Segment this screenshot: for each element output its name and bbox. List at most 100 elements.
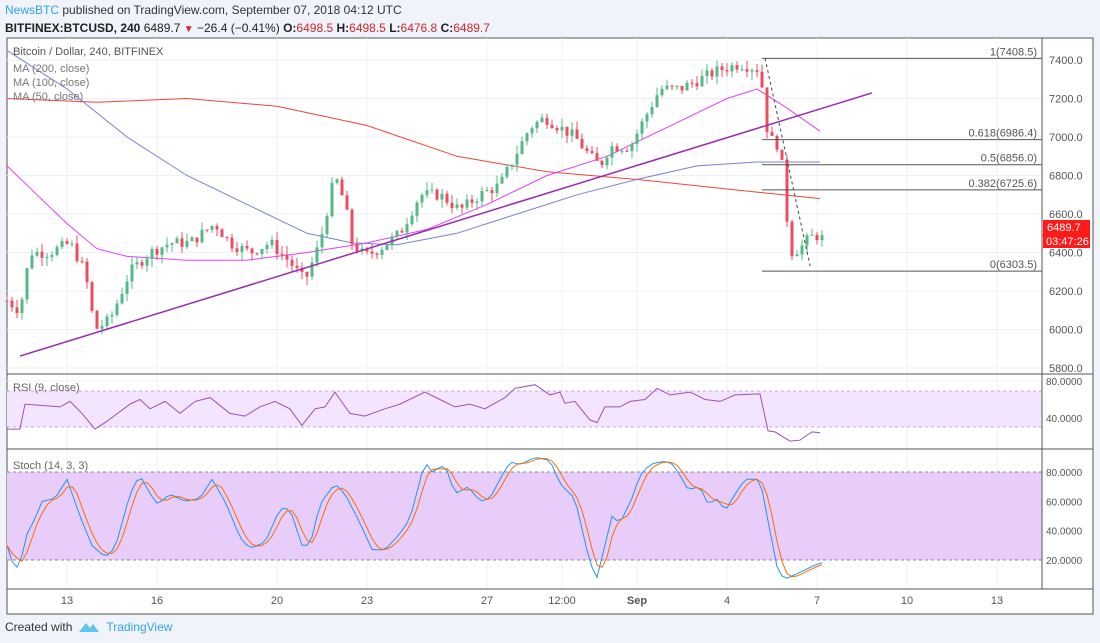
candle-body xyxy=(760,71,764,88)
legend-stoch[interactable]: Stoch (14, 3, 3) xyxy=(13,460,88,472)
down-arrow-icon: ▼ xyxy=(183,24,194,35)
trendline xyxy=(19,92,873,357)
candle-body xyxy=(400,230,404,233)
rsi-band xyxy=(7,391,1042,427)
candle-body xyxy=(590,151,594,154)
candle-body xyxy=(180,238,184,247)
candle-body xyxy=(560,126,564,131)
countdown-tag xyxy=(1043,234,1090,248)
candle-body xyxy=(640,121,644,134)
candle-body xyxy=(270,240,274,246)
legend-ma100[interactable]: MA (100, close) xyxy=(13,77,89,89)
candle-body xyxy=(25,268,29,300)
time-tick-label: 4 xyxy=(724,595,730,607)
candle-body xyxy=(160,247,164,255)
candle-body xyxy=(410,215,414,225)
candle-body xyxy=(655,95,659,107)
candle-body xyxy=(55,247,59,256)
candle-body xyxy=(605,157,609,166)
fib-level-label: 0.618(6986.4) xyxy=(969,128,1038,140)
close-label: C: xyxy=(440,21,454,35)
candle-body xyxy=(45,256,49,258)
candle-body xyxy=(420,194,424,203)
candle-body xyxy=(165,244,169,248)
candle-body xyxy=(215,226,219,230)
candle-body xyxy=(795,254,799,257)
tradingview-logo-icon xyxy=(79,623,100,632)
stoch-d-line xyxy=(6,457,823,578)
symbol-info: BITFINEX:BTCUSD, 240 6489.7 ▼ −26.4 (−0.… xyxy=(5,21,490,35)
low-label: L: xyxy=(389,21,401,35)
candle-body xyxy=(10,300,14,308)
legend-ma50[interactable]: MA (50, close) xyxy=(13,91,83,103)
candle-body xyxy=(810,234,814,236)
candle-body xyxy=(50,255,54,257)
stoch-tick-label: 20.0000 xyxy=(1046,556,1083,567)
candle-body xyxy=(435,189,439,200)
candle-body xyxy=(730,65,734,72)
time-tick-label: 16 xyxy=(151,595,163,607)
candle-body xyxy=(85,261,89,283)
candle-body xyxy=(585,148,589,152)
candle-body xyxy=(565,126,569,136)
candle-body xyxy=(110,314,114,317)
candle-body xyxy=(635,133,639,144)
candle-body xyxy=(30,255,34,269)
price-tick-label: 5800.0 xyxy=(1049,363,1083,375)
candle-body xyxy=(475,201,479,203)
candle-body xyxy=(305,271,309,277)
candle-body xyxy=(245,245,249,249)
candle-body xyxy=(375,253,379,255)
rsi-tick-label: 40.0000 xyxy=(1046,414,1083,425)
candle-body xyxy=(520,141,524,154)
high-label: H: xyxy=(336,21,350,35)
candle-body xyxy=(720,66,724,71)
legend-rsi[interactable]: RSI (9, close) xyxy=(13,382,80,394)
candle-body xyxy=(250,248,254,254)
candle-body xyxy=(325,216,329,235)
candle-body xyxy=(320,234,324,248)
candle-body xyxy=(275,240,279,254)
candle-body xyxy=(200,229,204,243)
candle-body xyxy=(15,307,19,313)
time-tick-label: 20 xyxy=(271,595,283,607)
candle-body xyxy=(350,209,354,245)
candle-body xyxy=(490,190,494,194)
candle-body xyxy=(480,191,484,202)
candle-body xyxy=(145,258,149,266)
candle-body xyxy=(780,149,784,160)
candle-body xyxy=(595,153,599,161)
candle-body xyxy=(195,237,199,243)
publish-info: NewsBTC published on TradingView.com, Se… xyxy=(5,3,402,17)
candle-body xyxy=(95,310,99,329)
legend-ma200[interactable]: MA (200, close) xyxy=(13,63,89,75)
candle-body xyxy=(680,85,684,91)
candle-body xyxy=(340,179,344,196)
candle-body xyxy=(620,150,624,152)
price-tick-label: 6000.0 xyxy=(1049,325,1083,337)
candle-body xyxy=(265,245,269,250)
tradingview-link[interactable]: TradingView xyxy=(106,620,173,634)
candle-body xyxy=(715,66,719,77)
publish-text: published on TradingView.com, September … xyxy=(62,3,402,17)
candle-body xyxy=(580,138,584,149)
candle-body xyxy=(445,193,449,203)
candle-body xyxy=(300,267,304,272)
candle-body xyxy=(175,238,179,244)
candle-body xyxy=(735,65,739,70)
candle-body xyxy=(330,182,334,217)
candle-body xyxy=(625,150,629,152)
candle-body xyxy=(785,159,789,222)
plot-layer: 1(7408.5) 0.618(6986.4) 0.5(6856.0) 0.382(6… xyxy=(5,46,1046,579)
candle-body xyxy=(530,128,534,134)
candle-body xyxy=(610,146,614,158)
price-tick-label: 7400.0 xyxy=(1049,55,1083,67)
candle-body xyxy=(230,237,234,249)
stoch-tick-label: 60.0000 xyxy=(1046,497,1083,508)
fib-level-label: 0.382(6725.6) xyxy=(969,178,1038,190)
publisher-link[interactable]: NewsBTC xyxy=(5,3,60,17)
candle-body xyxy=(285,254,289,260)
candle-body xyxy=(135,262,139,265)
candle-body xyxy=(690,82,694,84)
